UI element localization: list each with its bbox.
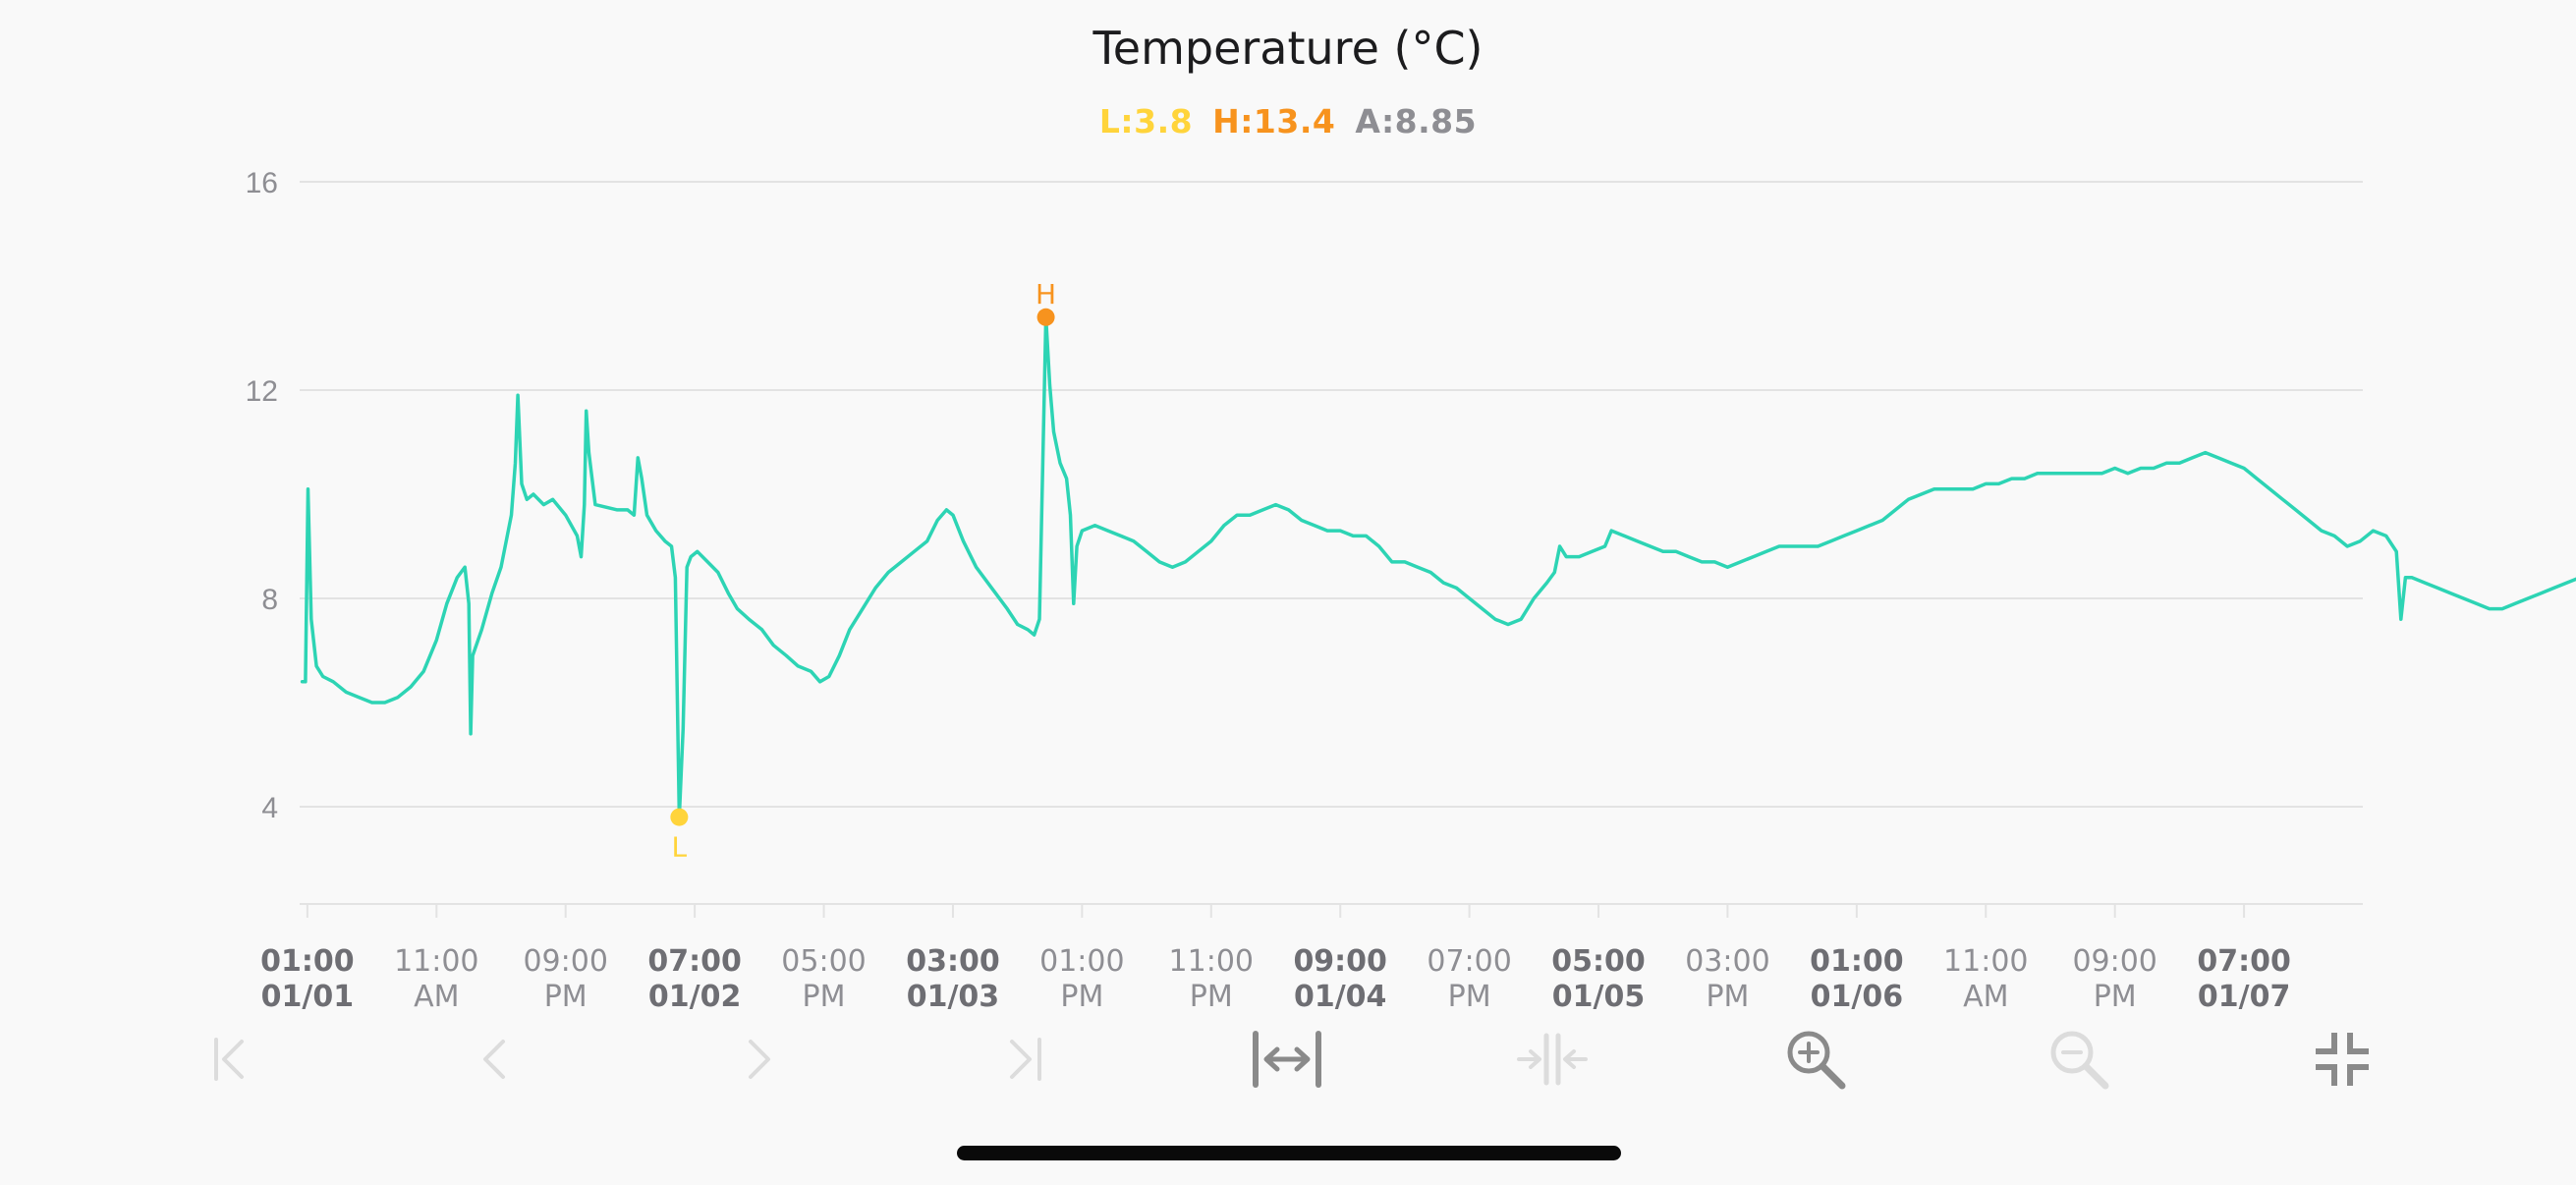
temperature-series-line [300,315,2576,819]
avg-stat: A:8.85 [1355,102,1478,141]
x-tick-label: 01/01 [261,980,354,1012]
zoom-in-icon [1787,1031,1846,1090]
x-tick-label: PM [803,980,846,1012]
last-page-button[interactable] [984,1020,1063,1099]
low-marker [670,808,689,826]
expand-range-button[interactable] [1248,1020,1326,1099]
collapse-range-button[interactable] [1513,1020,1592,1099]
x-tick-label: 09:00 [523,944,607,979]
x-tick-label: 11:00 [1169,944,1254,979]
x-tick-label: 01/05 [1552,980,1645,1012]
x-tick-label: 01:00 [1039,944,1124,979]
low-stat: L:3.8 [1098,102,1194,141]
zoom-out-button[interactable] [2040,1020,2118,1099]
high-stat: H:13.4 [1212,102,1336,141]
x-tick-label: 01/04 [1294,980,1386,1012]
x-tick-label: 11:00 [394,944,478,979]
x-tick-label: 03:00 [1685,944,1769,979]
x-tick-label: 01/03 [907,980,999,1012]
zoom-out-icon [2050,1031,2109,1090]
x-tick-label: PM [1448,980,1491,1012]
x-tick-label: 07:00 [1427,944,1511,979]
high-marker [1036,308,1055,326]
exit-fullscreen-icon [2316,1033,2369,1086]
x-tick-label: 01:00 [1810,944,1904,979]
x-tick-label: AM [414,980,459,1012]
x-tick-label: 01/06 [1811,980,1903,1012]
previous-button[interactable] [456,1020,534,1099]
x-tick-label: 05:00 [1551,944,1646,979]
zoom-in-button[interactable] [1776,1020,1855,1099]
x-tick-label: 05:00 [781,944,866,979]
temperature-chart: 16128401:0001/0111:00AM09:00PM07:0001/02… [246,167,2576,1012]
next-button[interactable] [719,1020,798,1099]
x-tick-label: 09:00 [1293,944,1387,979]
x-tick-label: 01/07 [2198,980,2290,1012]
x-tick-label: 03:00 [906,944,1000,979]
exit-fullscreen-button[interactable] [2303,1020,2381,1099]
y-tick-label: 4 [261,792,278,824]
chevron-left-icon [483,1040,505,1079]
stats-summary: L:3.8 H:13.4 A:8.85 [0,102,2576,141]
expand-horizontal-icon [1253,1031,1321,1088]
chart-title: Temperature (°C) [1092,22,1484,75]
x-tick-label: 01/02 [648,980,741,1012]
x-tick-label: AM [1963,980,2008,1012]
x-tick-label: 11:00 [1943,944,2028,979]
x-tick-label: 07:00 [2197,944,2291,979]
high-marker-label: H [1036,278,1056,310]
y-tick-label: 16 [246,167,278,199]
low-marker-label: L [672,831,688,864]
skip-to-start-icon [214,1038,244,1081]
x-tick-label: PM [1060,980,1103,1012]
y-tick-label: 12 [246,375,278,408]
x-tick-label: 01:00 [260,944,355,979]
x-tick-label: 07:00 [647,944,742,979]
y-tick-label: 8 [261,584,278,616]
skip-to-end-icon [1010,1038,1041,1081]
x-tick-label: PM [544,980,588,1012]
x-tick-label: PM [1190,980,1233,1012]
x-tick-label: PM [2094,980,2137,1012]
collapse-horizontal-icon [1517,1033,1588,1086]
chevron-right-icon [749,1040,770,1079]
home-indicator [957,1146,1621,1160]
first-page-button[interactable] [193,1020,271,1099]
x-tick-label: PM [1706,980,1749,1012]
x-tick-label: 09:00 [2072,944,2156,979]
